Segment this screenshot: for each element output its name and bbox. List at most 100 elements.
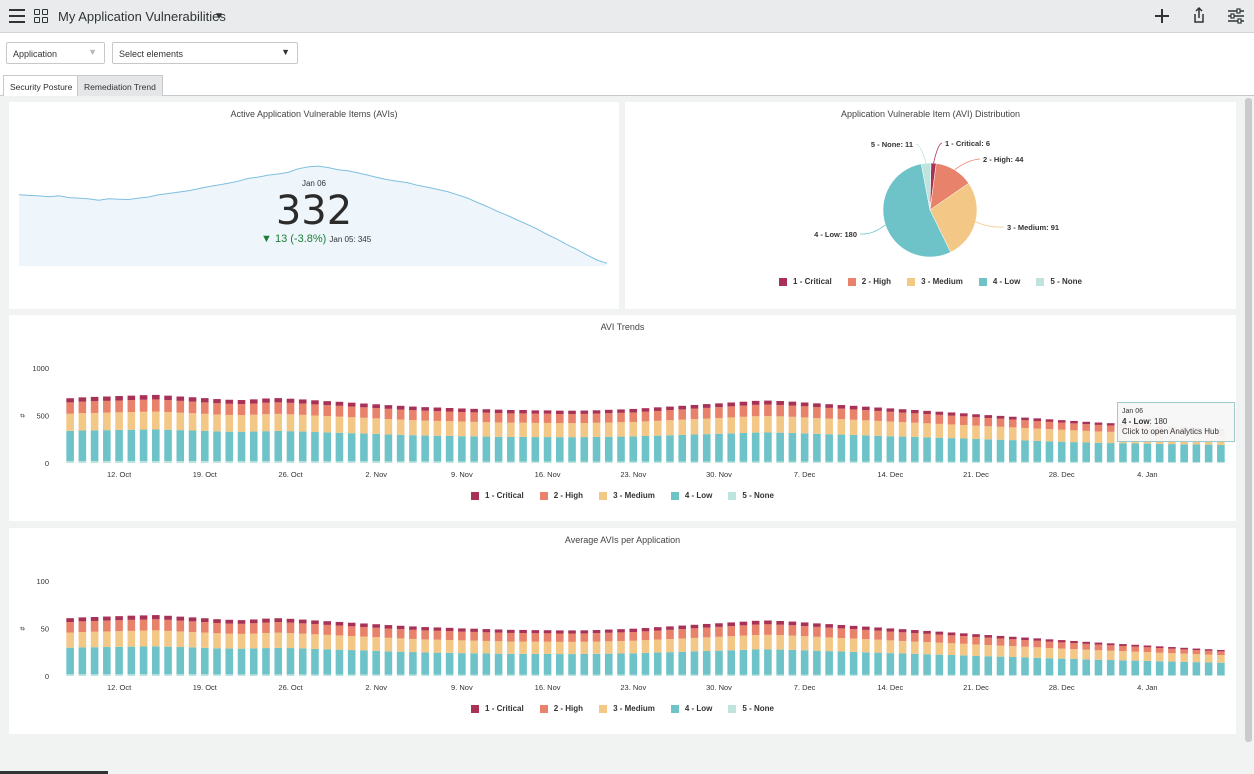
legend-item[interactable]: 3 - Medium — [599, 704, 655, 713]
pie-panel[interactable]: Application Vulnerable Item (AVI) Distri… — [625, 102, 1236, 309]
bar-segment — [1143, 647, 1152, 653]
page-scrollbar[interactable] — [1245, 98, 1252, 742]
bar-segment — [237, 461, 246, 463]
bar-segment — [396, 638, 405, 652]
bar-segment — [629, 412, 638, 422]
y-tick-label: 100 — [36, 577, 49, 586]
bar-segment — [923, 410, 931, 415]
pie-label-connector — [975, 221, 1005, 228]
legend-item[interactable]: 5 - None — [728, 704, 774, 713]
bar-segment — [78, 647, 87, 675]
bar-segment — [249, 431, 258, 462]
bar-segment — [335, 405, 344, 417]
bar-segment — [813, 674, 821, 676]
x-tick-label: 16. Nov — [535, 683, 561, 692]
bar-segment — [286, 633, 295, 649]
bar-segment — [935, 437, 944, 462]
bar-segment — [556, 410, 564, 414]
bar-segment — [347, 433, 356, 462]
bar-segment — [323, 634, 331, 650]
chart-tooltip[interactable]: Jan 06 4 - Low: 180 Click to open Analyt… — [1117, 402, 1235, 442]
legend-item[interactable]: 1 - Critical — [471, 491, 524, 500]
hamburger-menu-icon[interactable] — [9, 9, 25, 23]
bar-segment — [433, 630, 442, 640]
chevron-down-icon[interactable]: ▼ — [214, 11, 224, 22]
bar-segment — [641, 408, 650, 412]
legend-item[interactable]: 5 - None — [1036, 277, 1082, 286]
filter-settings-icon[interactable] — [1225, 6, 1247, 26]
bar-segment — [580, 674, 589, 676]
bar-segment — [1070, 675, 1078, 676]
bar-segment — [335, 461, 344, 463]
legend-item[interactable]: 1 - Critical — [471, 704, 524, 713]
legend-item[interactable]: 4 - Low — [978, 277, 1020, 286]
bar-segment — [678, 638, 687, 652]
bar-segment — [1180, 647, 1188, 650]
bar-segment — [935, 634, 944, 643]
bar-segment — [274, 402, 283, 414]
x-tick-label: 26. Oct — [278, 683, 303, 692]
bar-segment — [286, 461, 295, 463]
share-icon[interactable] — [1188, 6, 1210, 26]
bar-segment — [470, 421, 478, 437]
bar-segment — [1131, 646, 1139, 652]
bar-segment — [103, 400, 111, 413]
bar-segment — [641, 628, 650, 632]
bar-segment — [678, 461, 687, 463]
bar-segment — [666, 674, 674, 676]
bar-segment — [249, 623, 258, 634]
bar-segment — [788, 649, 797, 675]
bar-segment — [1106, 461, 1115, 463]
bar-segment — [653, 410, 662, 421]
x-tick-label: 7. Dec — [794, 683, 816, 692]
add-icon[interactable] — [1151, 6, 1173, 26]
bar-segment — [507, 409, 515, 414]
bar-segment — [1070, 649, 1078, 659]
bar-segment — [1180, 649, 1188, 654]
tab-security-posture[interactable]: Security Posture — [3, 75, 80, 97]
bar-segment — [164, 615, 172, 620]
bar-segment — [421, 420, 429, 436]
bar-segment — [421, 627, 429, 631]
x-tick-label: 26. Oct — [278, 470, 303, 479]
legend-item[interactable]: 4 - Low — [670, 491, 712, 500]
bar-segment — [458, 421, 466, 437]
bar-segment — [152, 615, 160, 620]
bar-segment — [1082, 421, 1091, 425]
bar-segment — [1143, 461, 1152, 463]
legend-item[interactable]: 2 - High — [539, 491, 583, 500]
bar-segment — [629, 421, 638, 437]
avi-trends-panel[interactable]: AVI Trends 0 500 1000 #12. Oct 19. Oct 26. Oc… — [9, 315, 1236, 521]
bar-segment — [139, 615, 148, 620]
application-filter[interactable]: Application ▼ — [6, 42, 105, 64]
elements-select[interactable]: Select elements ▼ — [112, 42, 298, 64]
legend-item[interactable]: 1 - Critical — [779, 277, 832, 286]
dashboard-grid-icon[interactable] — [34, 9, 48, 23]
dashboard-title[interactable]: My Application Vulnerabilities — [58, 9, 226, 24]
tab-remediation-trend[interactable]: Remediation Trend — [77, 75, 163, 96]
bar-segment — [286, 431, 295, 462]
bar-segment — [1008, 419, 1017, 428]
bar-segment — [764, 432, 772, 462]
bar-segment — [249, 461, 258, 463]
bar-segment — [115, 429, 123, 462]
bar-segment — [1008, 427, 1017, 441]
bar-segment — [115, 620, 123, 632]
bar-segment — [433, 461, 442, 463]
average-avis-panel[interactable]: Average AVIs per Application 0 50 100 #12. … — [9, 528, 1236, 734]
legend-item[interactable]: 5 - None — [728, 491, 774, 500]
bar-segment — [1143, 660, 1152, 676]
legend-item[interactable]: 2 - High — [539, 704, 583, 713]
legend-item[interactable]: 2 - High — [847, 277, 891, 286]
legend-label: 5 - None — [742, 704, 774, 713]
legend-item[interactable]: 3 - Medium — [907, 277, 963, 286]
legend-item[interactable]: 3 - Medium — [599, 491, 655, 500]
bar-segment — [372, 674, 380, 676]
bar-segment — [249, 633, 258, 649]
bar-segment — [164, 400, 172, 413]
bar-segment — [421, 630, 429, 640]
x-tick-label: 2. Nov — [365, 470, 387, 479]
kpi-panel[interactable]: Active Application Vulnerable Items (AVI… — [9, 102, 619, 309]
kpi-compare: Jan 05: 345 — [329, 235, 372, 244]
legend-item[interactable]: 4 - Low — [670, 704, 712, 713]
